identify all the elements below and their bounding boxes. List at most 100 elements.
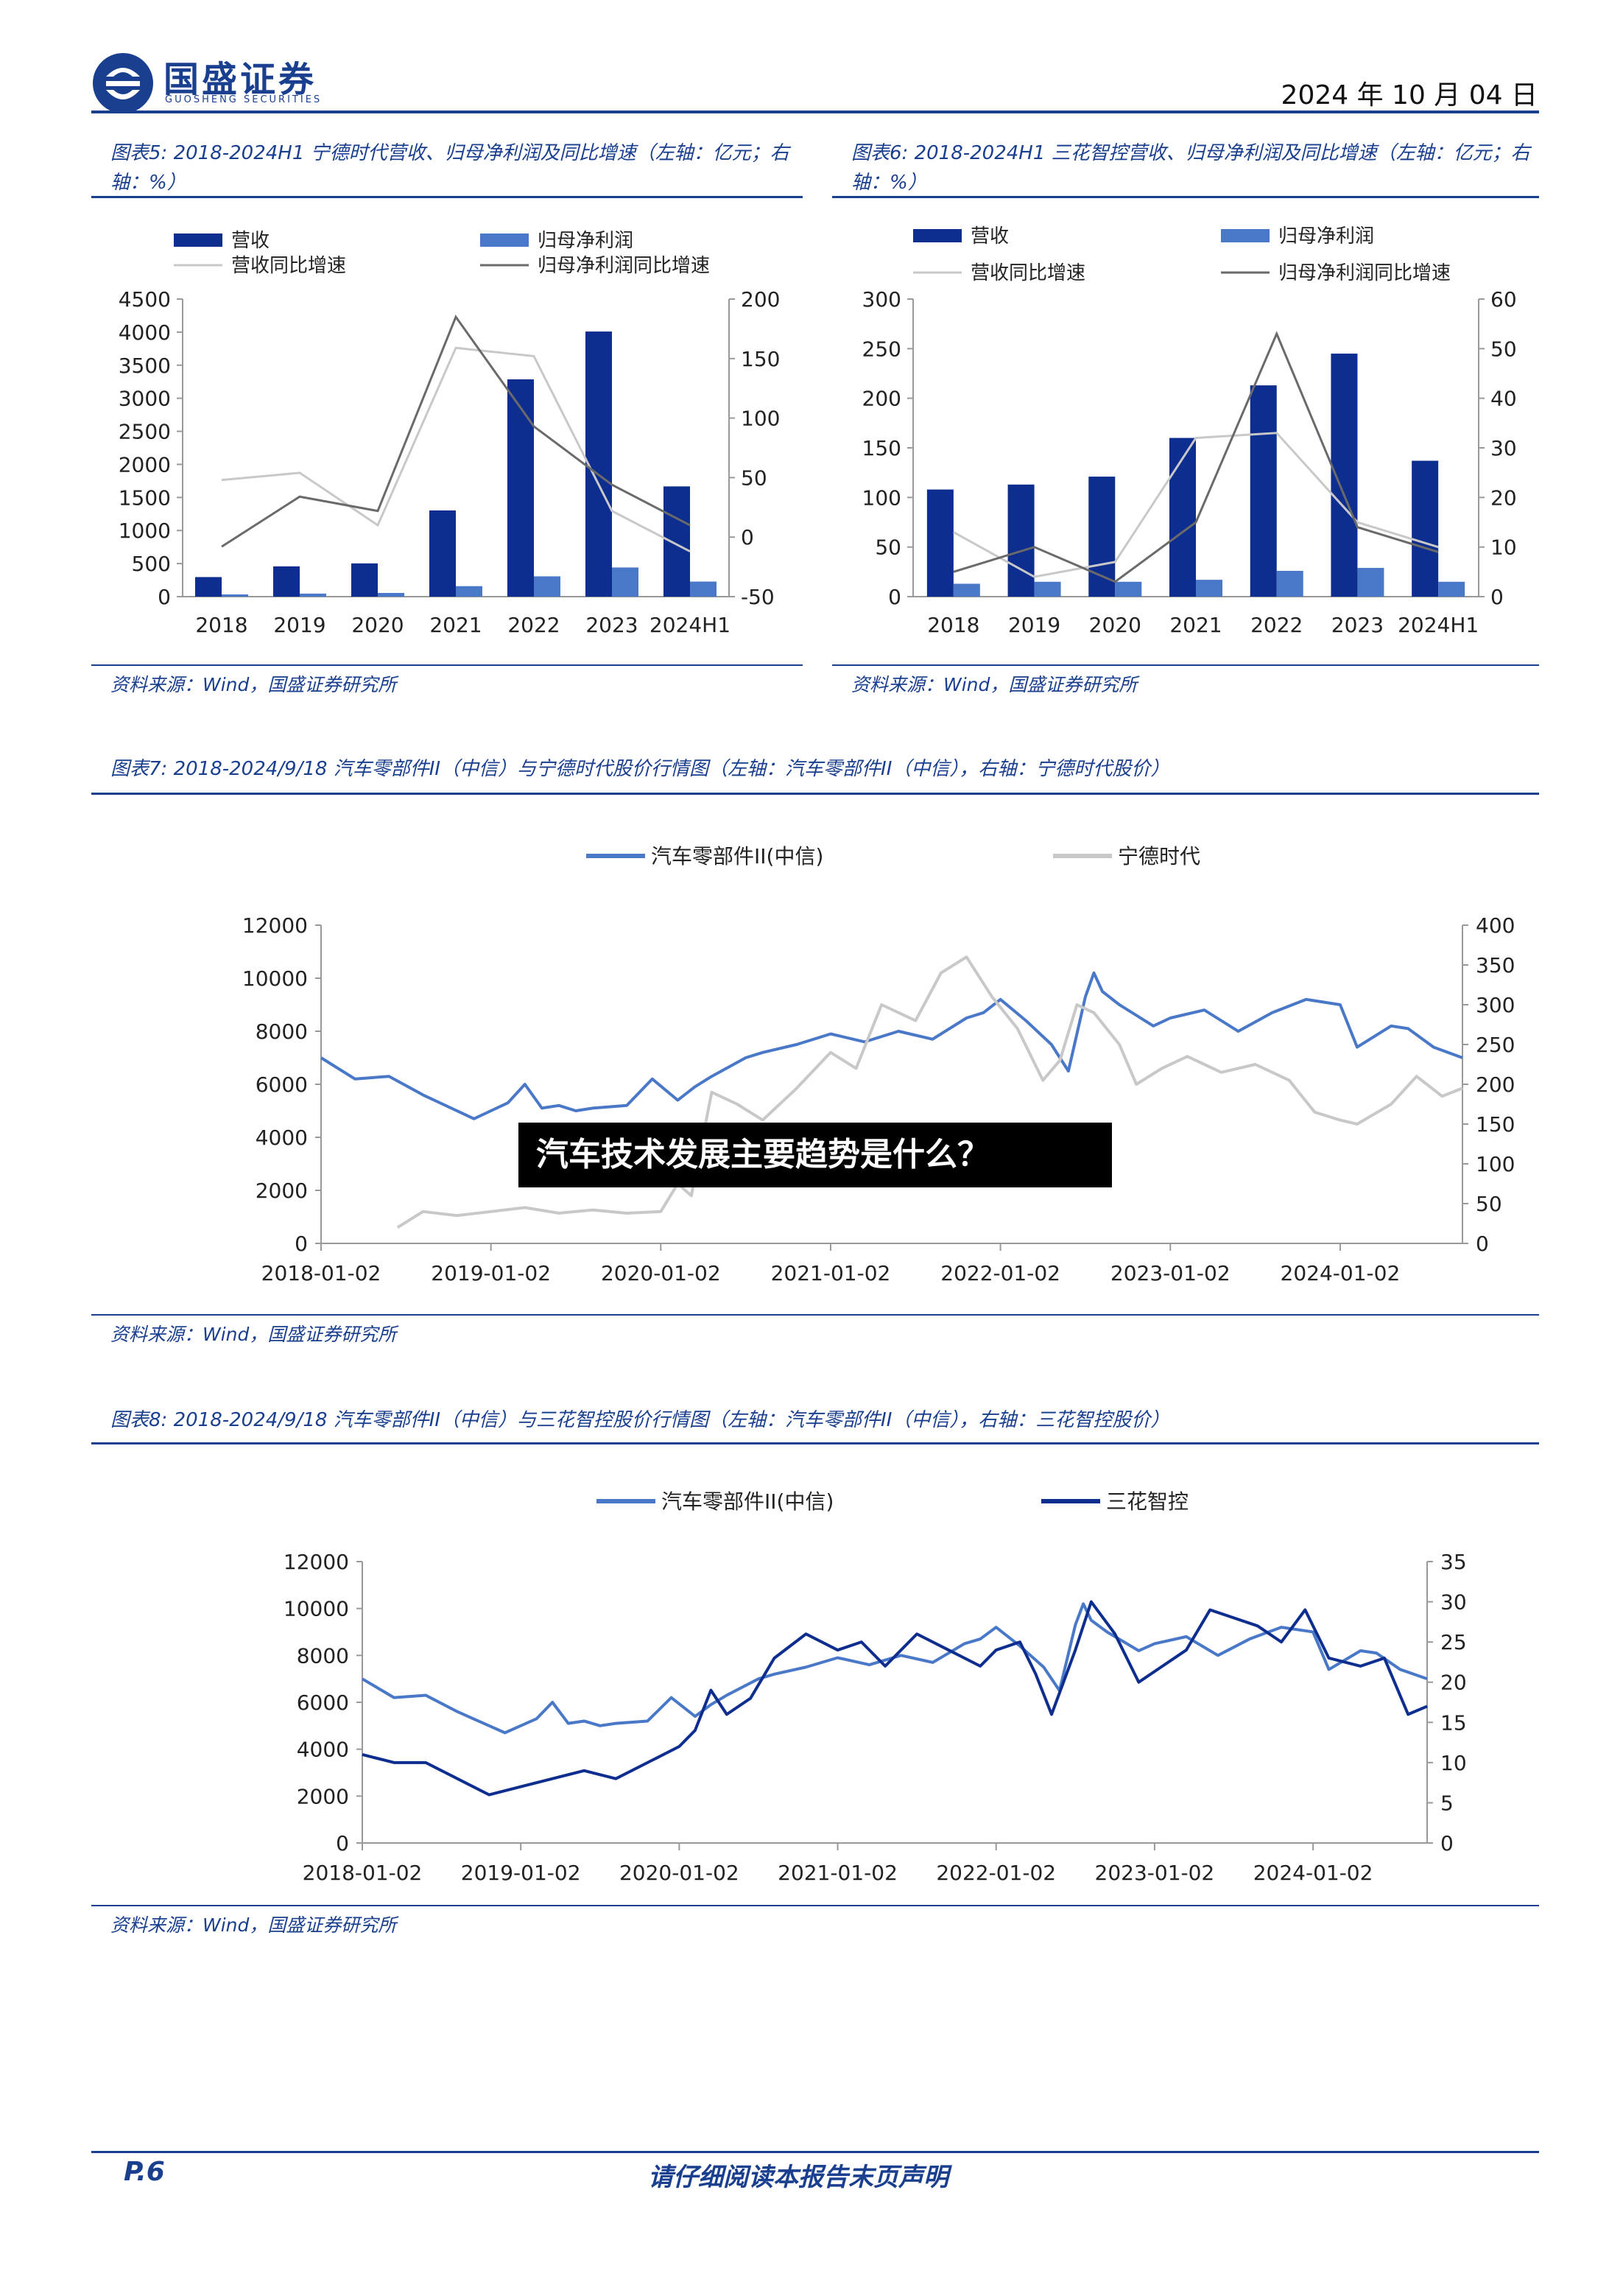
fig5-bar [507,379,534,597]
fig7-x-tick-label: 2023-01-02 [1110,1261,1231,1285]
fig6-bar [926,489,954,597]
fig7-y2-tick-label: 200 [1476,1072,1515,1097]
fig7-x-tick-label: 2018-01-02 [261,1261,381,1285]
fig5-y2-tick-label: 200 [741,287,780,312]
brand-name: 国盛证券 [163,59,317,100]
fig6-legend-swatch [1221,229,1270,242]
report-date: 2024 年 10 月 04 日 [1281,80,1538,110]
fig6-y2-tick-label: 20 [1490,485,1517,510]
fig8-y-tick-label: 0 [336,1831,349,1856]
fig5-bar [273,566,300,597]
fig8-x-tick-label: 2021-01-02 [778,1861,898,1885]
fig6-bar [1115,581,1142,597]
fig8-legend-label: 汽车零部件II(中信) [661,1489,834,1514]
fig8-x-tick-label: 2020-01-02 [619,1861,739,1885]
fig7-series-line [396,955,1463,1229]
fig5-x-tick-label: 2018 [195,613,247,637]
fig5-bar [612,567,638,597]
fig5-bar [195,577,222,597]
fig6-x-tick-label: 2021 [1169,613,1222,637]
fig5-bar [429,510,456,597]
fig8-y2-tick-label: 10 [1440,1751,1467,1775]
fig8-y-tick-label: 12000 [284,1550,349,1574]
fig6-bar [1169,438,1196,597]
fig5-bar [690,581,717,597]
fig6-legend-swatch [913,229,962,242]
fig8-x-tick-label: 2018-01-02 [303,1861,423,1885]
fig8-series-line [362,1600,1428,1797]
fig5-legend-swatch [480,234,529,247]
fig5-y-tick-label: 3000 [119,387,171,411]
fig6-y2-tick-label: 40 [1490,387,1517,411]
fig6-x-tick-label: 2018 [927,613,979,637]
fig8-x-tick-label: 2022-01-02 [936,1861,1056,1885]
fig5-legend-label: 营收同比增速 [231,255,346,277]
fig5-top-rule [91,196,803,198]
fig7-y2-tick-label: 150 [1476,1112,1515,1137]
fig6-y-tick-label: 250 [862,337,901,361]
fig6-y2-tick-label: 10 [1490,536,1517,560]
fig7-y2-tick-label: 300 [1476,993,1515,1017]
fig7-x-tick-label: 2021-01-02 [771,1261,891,1285]
header-divider [91,110,1539,113]
fig6-y-tick-label: 200 [862,387,901,411]
fig5-y-tick-label: 1500 [119,485,171,510]
fig8-x-tick-label: 2019-01-02 [461,1861,581,1885]
fig5-x-tick-label: 2021 [429,613,482,637]
fig7-y-tick-label: 8000 [256,1019,308,1044]
fig6-y2-tick-label: 30 [1490,436,1517,460]
fig6-y-tick-label: 50 [875,536,901,560]
fig7-y-tick-label: 10000 [242,966,308,991]
fig8-source: 资料来源：Wind，国盛证券研究所 [110,1914,397,1936]
fig8-top-rule [91,1442,1539,1444]
fig7-series-line [320,971,1463,1120]
page-number: P.6 [124,2157,165,2187]
fig6-source: 资料来源：Wind，国盛证券研究所 [851,674,1138,695]
fig5-x-tick-label: 2024H1 [649,613,730,637]
fig6-bar [1007,484,1035,597]
fig8-y-tick-label: 4000 [297,1738,349,1762]
fig6-top-rule [832,196,1539,198]
fig5-title: 图表5: 2018-2024H1 宁德时代营收、归母净利润及同比增速（左轴：亿元… [110,142,789,194]
fig5-x-tick-label: 2022 [507,613,560,637]
fig5-y-tick-label: 2000 [119,452,171,477]
fig5-x-tick-label: 2019 [273,613,325,637]
fig6-bar [1276,570,1303,597]
fig7-y-tick-label: 6000 [256,1072,308,1097]
fig6-bar [1034,581,1061,597]
fig5-bar [585,331,612,597]
fig7-x-tick-label: 2024-01-02 [1281,1261,1401,1285]
fig8-y2-tick-label: 15 [1440,1710,1467,1735]
fig8-bottom-rule [91,1905,1539,1906]
fig8-y2-tick-label: 0 [1440,1831,1454,1856]
fig5-legend-label: 归母净利润 [538,230,633,252]
fig7-source: 资料来源：Wind，国盛证券研究所 [110,1324,397,1345]
fig6-bar [953,583,980,597]
fig6-bar [1357,567,1384,597]
fig7-y2-tick-label: 50 [1476,1192,1502,1216]
fig8-legend-label: 三花智控 [1106,1489,1189,1514]
fig5-bar [222,594,248,597]
fig5-y2-tick-label: 100 [741,407,780,431]
fig5-x-tick-label: 2020 [351,613,404,637]
fig7-x-tick-label: 2020-01-02 [601,1261,721,1285]
fig5-series-line [221,346,691,552]
fig7-chart: 汽车零部件II(中信) 宁德时代0200040006000800010000120… [242,844,1515,1285]
fig6-x-tick-label: 2023 [1331,613,1384,637]
fig5-bar [663,486,690,597]
fig6-x-tick-label: 2024H1 [1398,613,1479,637]
fig7-y2-tick-label: 350 [1476,953,1515,977]
fig8-y2-tick-label: 5 [1440,1791,1454,1815]
fig8-y-tick-label: 6000 [297,1691,349,1715]
fig6-bar [1438,581,1465,597]
fig8-y2-tick-label: 35 [1440,1550,1467,1574]
fig5-y-tick-label: 3500 [119,354,171,378]
fig6-bar [1250,385,1277,597]
fig6-x-tick-label: 2019 [1008,613,1060,637]
fig7-y2-tick-label: 0 [1476,1232,1489,1256]
fig8-y-tick-label: 10000 [284,1597,349,1621]
fig6-legend-label: 归母净利润同比增速 [1278,262,1451,284]
fig6-x-tick-label: 2020 [1089,613,1141,637]
